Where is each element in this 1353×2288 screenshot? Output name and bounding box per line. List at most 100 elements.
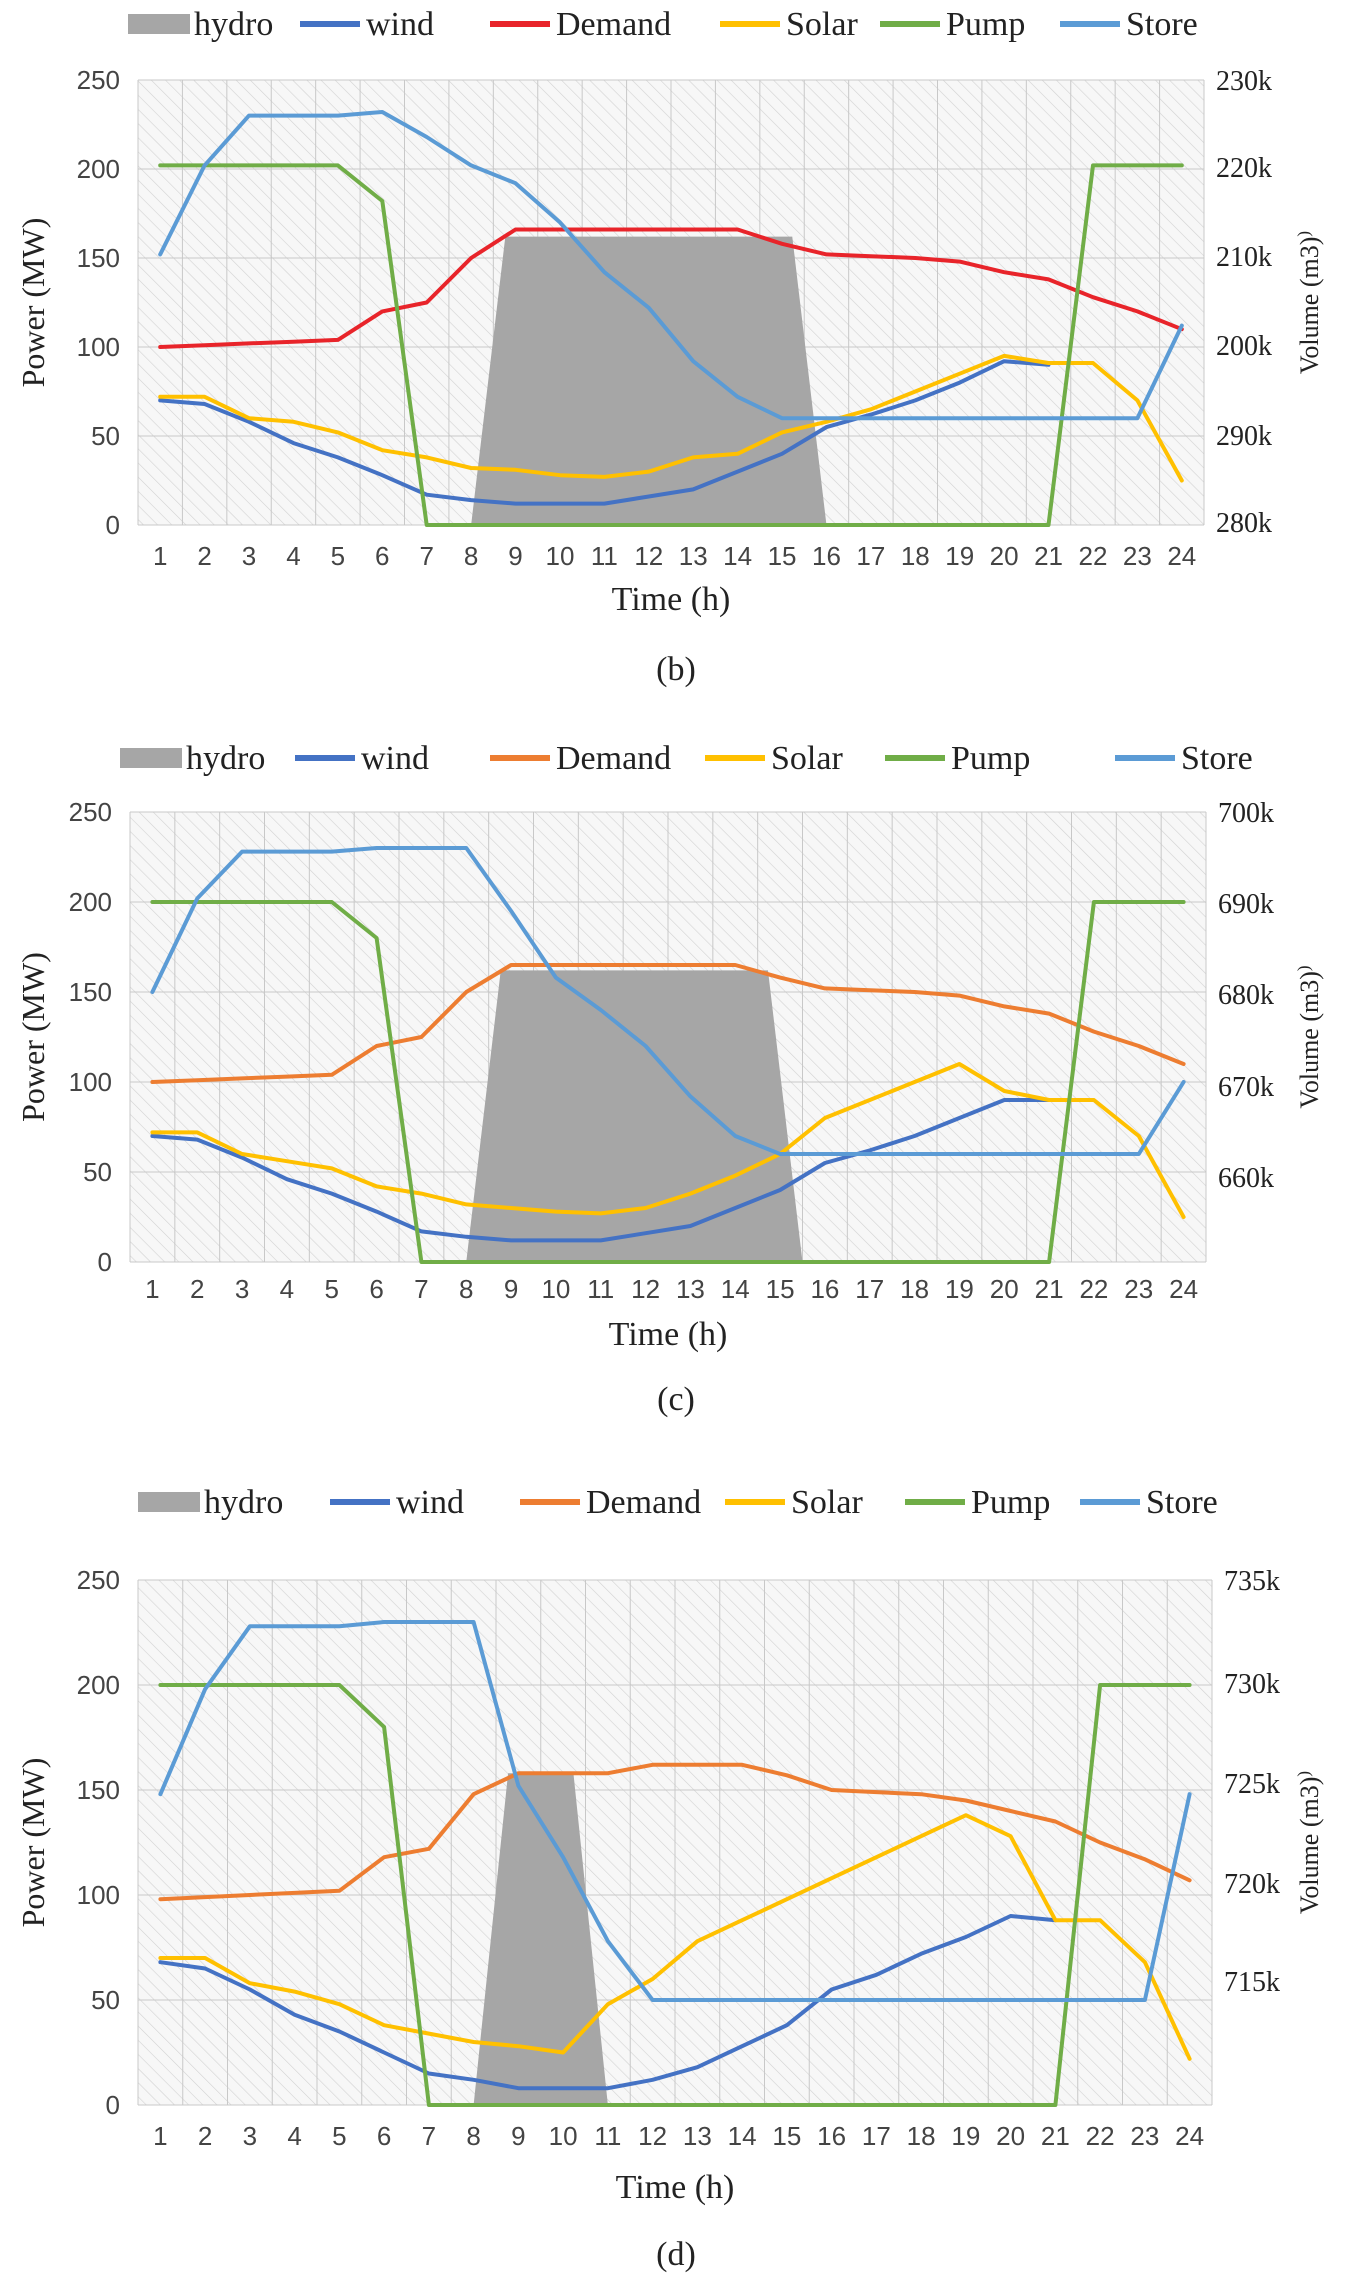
x-tick-label: 10 — [549, 2121, 578, 2151]
y2-axis-label-superscript: ) — [1294, 1771, 1313, 1777]
y-tick-label: 50 — [91, 421, 120, 451]
legend-label: wind — [361, 740, 429, 777]
y-tick-label: 0 — [98, 1247, 112, 1277]
legend-label: Solar — [771, 740, 843, 777]
x-tick-label: 20 — [990, 1274, 1019, 1304]
x-axis-label: Time (h) — [612, 581, 731, 618]
legend-item-demand: Demand — [520, 1484, 701, 1521]
x-tick-label: 9 — [508, 541, 522, 571]
x-tick-label: 10 — [541, 1274, 570, 1304]
series-line-demand — [150, 963, 1186, 1084]
x-tick-label: 23 — [1130, 2121, 1159, 2151]
y2-tick-label: 690k — [1218, 889, 1274, 920]
series-line-solar — [158, 1813, 1192, 2061]
x-tick-label: 5 — [325, 1274, 339, 1304]
y2-tick-label: 670k — [1218, 1072, 1274, 1103]
y2-tick-label: 715k — [1224, 1967, 1280, 1998]
y-tick-label: 100 — [69, 1067, 112, 1097]
x-tick-label: 1 — [145, 1274, 159, 1304]
legend-item-pump: Pump — [905, 1484, 1050, 1521]
x-tick-label: 5 — [332, 2121, 346, 2151]
x-tick-label: 6 — [369, 1274, 383, 1304]
x-tick-label: 9 — [511, 2121, 525, 2151]
x-tick-label: 23 — [1124, 1274, 1153, 1304]
legend-item-store: Store — [1115, 740, 1253, 777]
series-line-solar — [158, 353, 1184, 483]
legend-item-pump: Pump — [885, 740, 1030, 777]
legend-label: Demand — [586, 1484, 701, 1521]
series-line-wind — [150, 1098, 1052, 1243]
x-tick-label: 3 — [235, 1274, 249, 1304]
y-tick-label: 100 — [77, 1880, 120, 1910]
x-tick-label: 19 — [945, 1274, 974, 1304]
y2-tick-label: 290k — [1216, 421, 1272, 452]
x-tick-label: 14 — [721, 1274, 750, 1304]
legend-label: Pump — [946, 6, 1025, 43]
x-axis-label: Time (h) — [616, 2169, 735, 2206]
series-line-store — [158, 1620, 1192, 2002]
y-tick-label: 250 — [77, 65, 120, 95]
legend-item-hydro: hydro — [128, 6, 273, 43]
legend-item-wind: wind — [330, 1484, 464, 1521]
series-line-store — [150, 846, 1186, 1156]
x-tick-label: 17 — [855, 1274, 884, 1304]
y-tick-label: 250 — [69, 797, 112, 827]
x-tick-label: 2 — [197, 541, 211, 571]
y2-axis-label: Volume (m3)) — [1294, 1771, 1325, 1914]
legend-swatch-hydro — [138, 1492, 200, 1512]
legend-item-store: Store — [1080, 1484, 1218, 1521]
x-tick-label: 11 — [591, 541, 618, 571]
y-tick-label: 50 — [91, 1985, 120, 2015]
legend-item-wind: wind — [295, 740, 429, 777]
y-tick-label: 150 — [69, 977, 112, 1007]
x-tick-label: 8 — [466, 2121, 480, 2151]
x-tick-label: 1 — [153, 2121, 167, 2151]
legend-item-demand: Demand — [490, 740, 671, 777]
x-tick-label: 15 — [766, 1274, 795, 1304]
x-tick-label: 11 — [594, 2121, 621, 2151]
x-tick-label: 4 — [287, 2121, 301, 2151]
x-tick-label: 3 — [243, 2121, 257, 2151]
y-tick-label: 200 — [77, 154, 120, 184]
series-line-store — [158, 110, 1184, 421]
legend-label: wind — [396, 1484, 464, 1521]
y2-tick-label: 680k — [1218, 980, 1274, 1011]
y2-tick-label: 730k — [1224, 1669, 1280, 1700]
x-tick-label: 23 — [1123, 541, 1152, 571]
legend-item-solar: Solar — [720, 6, 858, 43]
legend-label: Store — [1126, 6, 1198, 43]
x-axis-label: Time (h) — [609, 1316, 728, 1353]
y2-tick-label: 735k — [1224, 1566, 1280, 1597]
legend-item-hydro: hydro — [138, 1484, 283, 1521]
y-tick-label: 250 — [77, 1565, 120, 1595]
y-axis-label: Power (MW) — [15, 1758, 51, 1928]
series-line-wind — [158, 359, 1051, 506]
x-tick-label: 22 — [1086, 2121, 1115, 2151]
x-tick-label: 18 — [901, 541, 930, 571]
x-tick-label: 12 — [634, 541, 663, 571]
x-tick-label: 16 — [810, 1274, 839, 1304]
y-tick-label: 100 — [77, 332, 120, 362]
x-tick-label: 13 — [676, 1274, 705, 1304]
x-tick-label: 4 — [280, 1274, 294, 1304]
x-tick-label: 6 — [375, 541, 389, 571]
y2-axis-label-superscript: ) — [1294, 231, 1313, 237]
legend-label: Demand — [556, 6, 671, 43]
legend-item-hydro: hydro — [120, 740, 265, 777]
legend-item-store: Store — [1060, 6, 1198, 43]
y-axis-label: Power (MW) — [15, 952, 51, 1122]
x-tick-label: 17 — [862, 2121, 891, 2151]
chart-b: 250 200 150 100 50 0 230k 220k 210k 200k 290k 280k 1… — [15, 6, 1324, 688]
x-tick-label: 24 — [1167, 541, 1196, 571]
y-tick-label: 50 — [83, 1157, 112, 1187]
y2-tick-label: 700k — [1218, 798, 1274, 829]
legend-item-solar: Solar — [725, 1484, 863, 1521]
panel-caption: (d) — [656, 2236, 696, 2273]
y-tick-label: 0 — [106, 2090, 120, 2120]
x-tick-label: 4 — [286, 541, 300, 571]
x-tick-label: 19 — [945, 541, 974, 571]
y2-axis-label: Volume (m3)) — [1294, 965, 1325, 1108]
x-tick-label: 18 — [907, 2121, 936, 2151]
